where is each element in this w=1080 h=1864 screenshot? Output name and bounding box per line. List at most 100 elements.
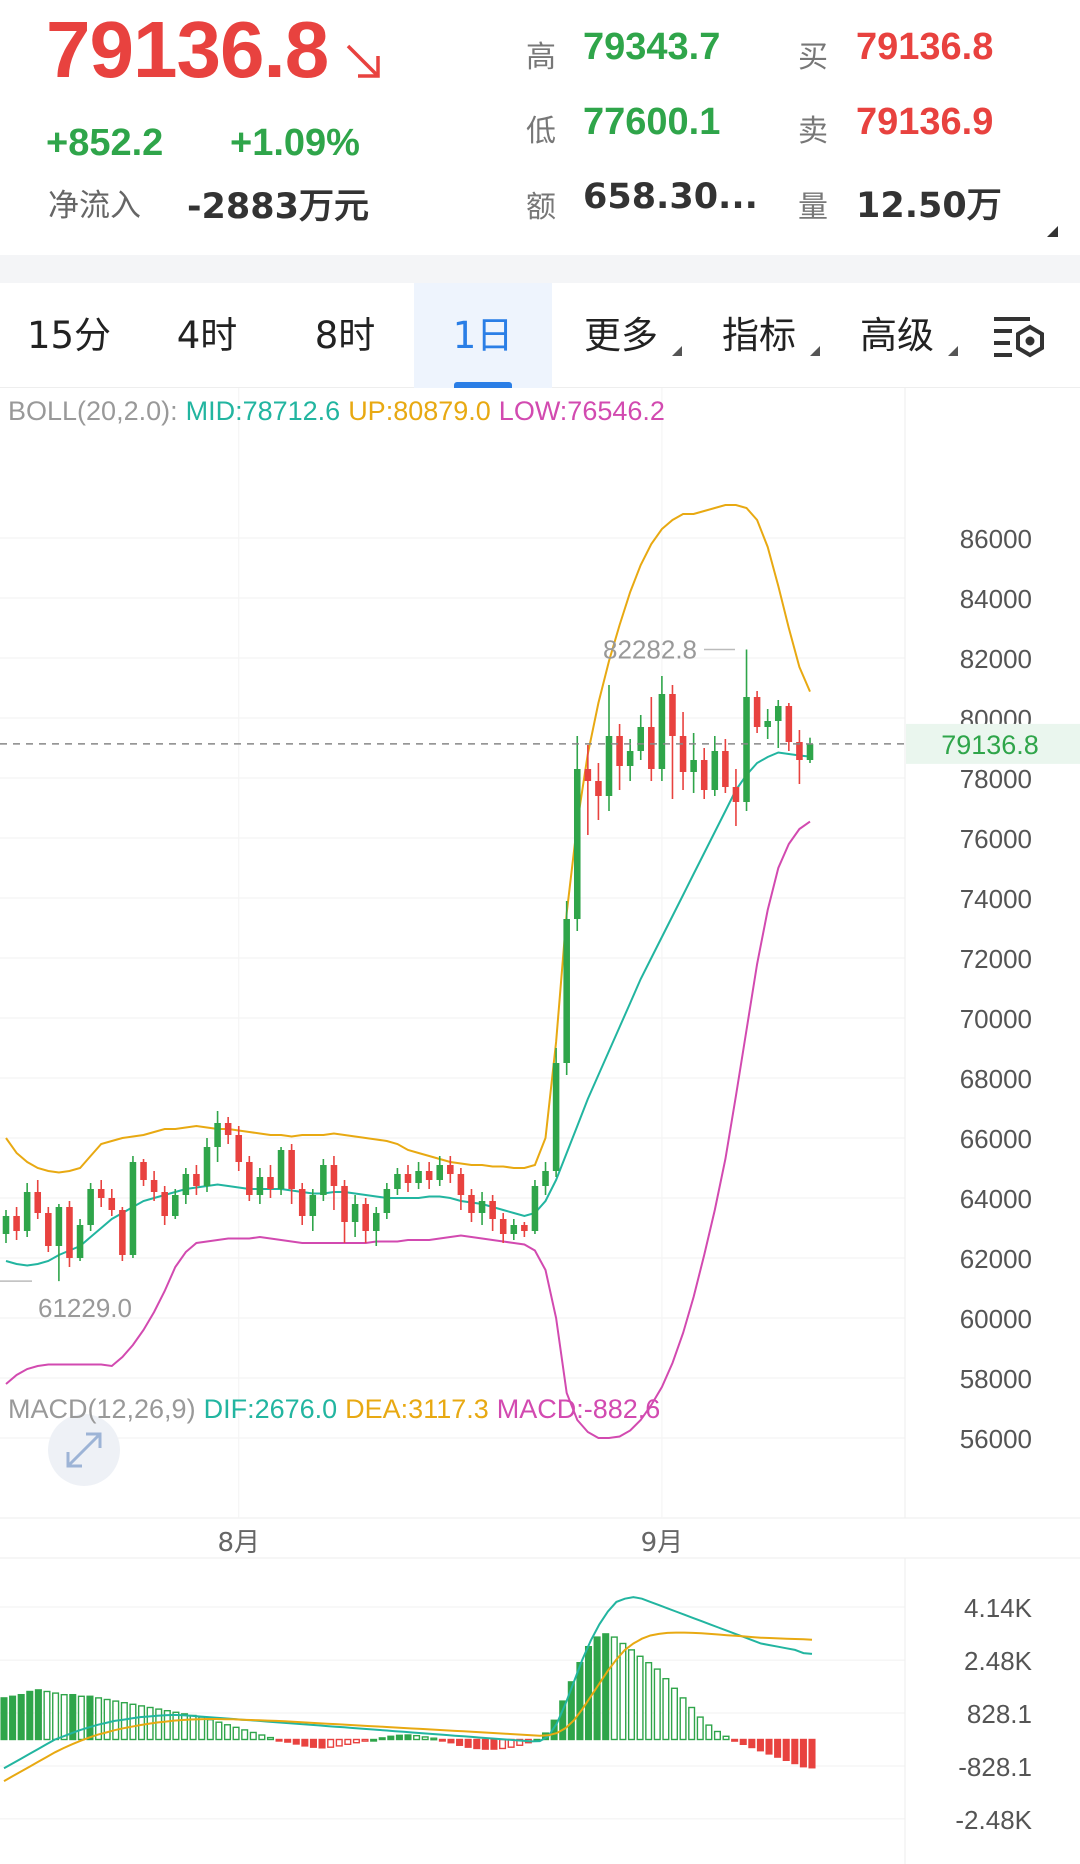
candle-body [679, 736, 687, 772]
candle-body [256, 1177, 264, 1195]
candle-body [531, 1186, 539, 1231]
candle [13, 1207, 20, 1240]
tab-8h[interactable]: 8时 [276, 283, 414, 388]
boll-legend: BOLL(20,2.0): MID:78712.6 UP:80879.0 LOW:76… [8, 396, 673, 427]
y-tick-label: 76000 [960, 824, 1032, 854]
candle [351, 1195, 359, 1237]
candle [171, 1189, 179, 1219]
tab-more[interactable]: 更多 [552, 283, 690, 388]
macd-bar [292, 1738, 300, 1745]
candle [87, 1183, 94, 1231]
macd-bar [103, 1698, 111, 1741]
kline-chart[interactable]: 86000 84000 82000 80000 78000 76000 74000 72000… [0, 388, 1080, 1864]
macd-dea-line [3, 1631, 813, 1782]
candle [542, 1162, 549, 1195]
candle-body [669, 694, 676, 736]
macd-bar [722, 1735, 730, 1741]
tab-label: 高级 [860, 314, 934, 357]
y-tick-label: 86000 [960, 524, 1032, 554]
tab-4h[interactable]: 4时 [138, 283, 276, 388]
boll-up: UP:80879.0 [348, 396, 491, 426]
macd-bar [275, 1738, 283, 1742]
macd-bar [309, 1738, 317, 1748]
sell-label: 卖 [798, 114, 828, 149]
candle [34, 1180, 42, 1219]
high-value: 79343.7 [583, 26, 721, 68]
macd-bar [430, 1737, 438, 1741]
macd-bar [645, 1661, 653, 1741]
candle-body [542, 1171, 549, 1186]
macd-bar [361, 1738, 369, 1742]
candle-body [658, 694, 666, 769]
y-tick-label: 64000 [960, 1184, 1032, 1214]
candle-body [457, 1174, 465, 1195]
tab-indicators[interactable]: 指标 [690, 283, 828, 388]
macd-tick-label: -828.1 [958, 1752, 1032, 1782]
macd-tick-label: 4.14K [964, 1593, 1033, 1623]
macd-dif-line [3, 1596, 813, 1770]
candle [129, 1156, 137, 1258]
candle-body [764, 721, 771, 727]
macd-bar [34, 1689, 42, 1741]
macd-bar [627, 1649, 636, 1741]
candle [690, 733, 697, 793]
amount-value: 658.30... [583, 177, 758, 217]
macd-bar [619, 1642, 627, 1741]
tab-15min[interactable]: 15分 [0, 283, 138, 388]
candle [753, 691, 761, 733]
candle-body [425, 1171, 433, 1180]
macd-bar [387, 1735, 395, 1741]
candle-body [489, 1201, 496, 1219]
macd-bar [172, 1711, 180, 1741]
macd-bar [559, 1700, 567, 1741]
low-label: 低 [526, 114, 556, 149]
candle [489, 1195, 496, 1231]
macd-bar [636, 1655, 644, 1741]
y-tick-label: 70000 [960, 1004, 1032, 1034]
candle-body [76, 1225, 84, 1258]
candle [97, 1180, 105, 1207]
candle [267, 1165, 274, 1198]
candle [45, 1207, 52, 1252]
macd-bar [352, 1738, 360, 1744]
expand-quote-toggle[interactable] [1047, 226, 1058, 237]
chart-settings-icon[interactable] [992, 313, 1048, 366]
candle-body [193, 1174, 200, 1186]
candle-body [235, 1135, 243, 1162]
candle-body [774, 706, 782, 721]
expand-icon[interactable] [48, 1414, 120, 1486]
macd-bar [464, 1738, 472, 1748]
boll-mid-line [5, 751, 811, 1267]
volume-value: 12.50万 [856, 186, 1002, 226]
tab-label: 8时 [314, 314, 376, 357]
candle-body [23, 1192, 31, 1231]
candle-body [499, 1219, 507, 1234]
macd-bar [516, 1738, 524, 1746]
period-tabs: 15分 4时 8时 1日 更多 指标 高级 [0, 283, 1080, 388]
candle [468, 1189, 475, 1222]
candle [203, 1138, 211, 1192]
macd-bar [421, 1736, 429, 1741]
candle-body [796, 742, 803, 760]
candle [246, 1156, 253, 1201]
candle [383, 1183, 391, 1219]
candle-body [637, 727, 645, 751]
dropdown-indicator-icon [672, 346, 682, 356]
candle-body [415, 1171, 422, 1183]
current-price-tag [906, 723, 1080, 764]
candle-body [140, 1162, 147, 1180]
candle [552, 1048, 560, 1177]
candle-body [573, 769, 581, 919]
candle-body [267, 1177, 274, 1189]
tab-1d[interactable]: 1日 [414, 283, 552, 388]
dropdown-indicator-icon [810, 346, 820, 356]
candle-body [224, 1123, 232, 1135]
candle-body [510, 1225, 518, 1234]
candle-body [468, 1195, 475, 1213]
down-right-arrow-icon [344, 42, 384, 87]
tab-label: 15分 [26, 314, 112, 357]
macd-bar [473, 1738, 481, 1750]
macd-bar [404, 1734, 412, 1741]
candle-body [478, 1201, 486, 1213]
tab-advanced[interactable]: 高级 [828, 283, 966, 388]
